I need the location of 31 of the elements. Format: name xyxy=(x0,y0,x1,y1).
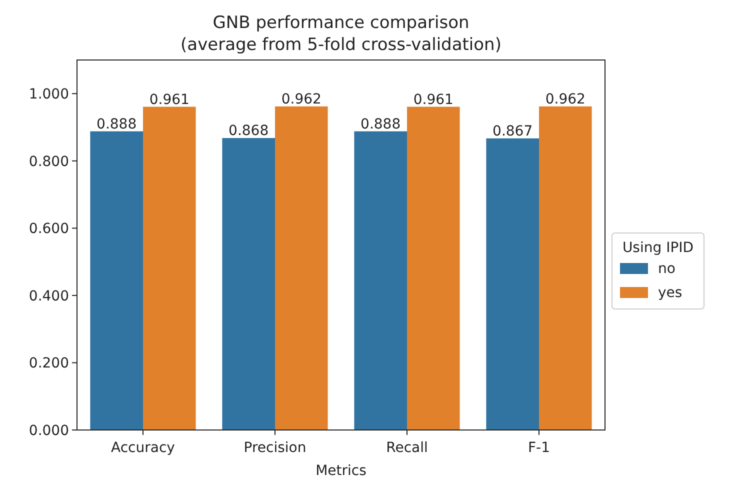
legend-label: no xyxy=(658,261,676,277)
bar xyxy=(275,106,328,430)
y-tick-label: 1.000 xyxy=(28,86,69,103)
bar xyxy=(90,131,143,430)
data-label: 0.962 xyxy=(545,91,586,108)
x-tick-label: F-1 xyxy=(528,440,550,456)
bar xyxy=(222,138,275,430)
bar xyxy=(539,106,592,430)
y-tick-label: 0.800 xyxy=(28,154,69,170)
bar xyxy=(407,106,460,430)
data-label: 0.962 xyxy=(281,91,322,108)
bar xyxy=(143,106,196,430)
bar xyxy=(354,131,407,430)
legend-label: yes xyxy=(658,285,682,301)
y-tick-label: 0.000 xyxy=(28,422,69,439)
y-tick-label: 0.600 xyxy=(28,221,69,238)
data-label: 0.867 xyxy=(492,123,533,140)
bar xyxy=(486,138,539,430)
data-label: 0.888 xyxy=(96,116,137,132)
x-tick-label: Accuracy xyxy=(111,440,175,456)
data-label: 0.888 xyxy=(360,116,401,132)
y-tick-label: 0.400 xyxy=(28,288,69,304)
y-tick-label: 0.200 xyxy=(28,356,69,372)
data-label: 0.961 xyxy=(149,92,190,108)
x-tick-label: Recall xyxy=(386,440,428,456)
legend-title: Using IPID xyxy=(622,240,694,256)
data-label: 0.868 xyxy=(228,123,269,140)
x-tick-label: Precision xyxy=(244,440,306,456)
data-label: 0.961 xyxy=(413,92,454,108)
chart-title: GNB performance comparison (average from 5-fold cross-validation) xyxy=(180,13,502,55)
x-axis-title: Metrics xyxy=(316,463,366,479)
